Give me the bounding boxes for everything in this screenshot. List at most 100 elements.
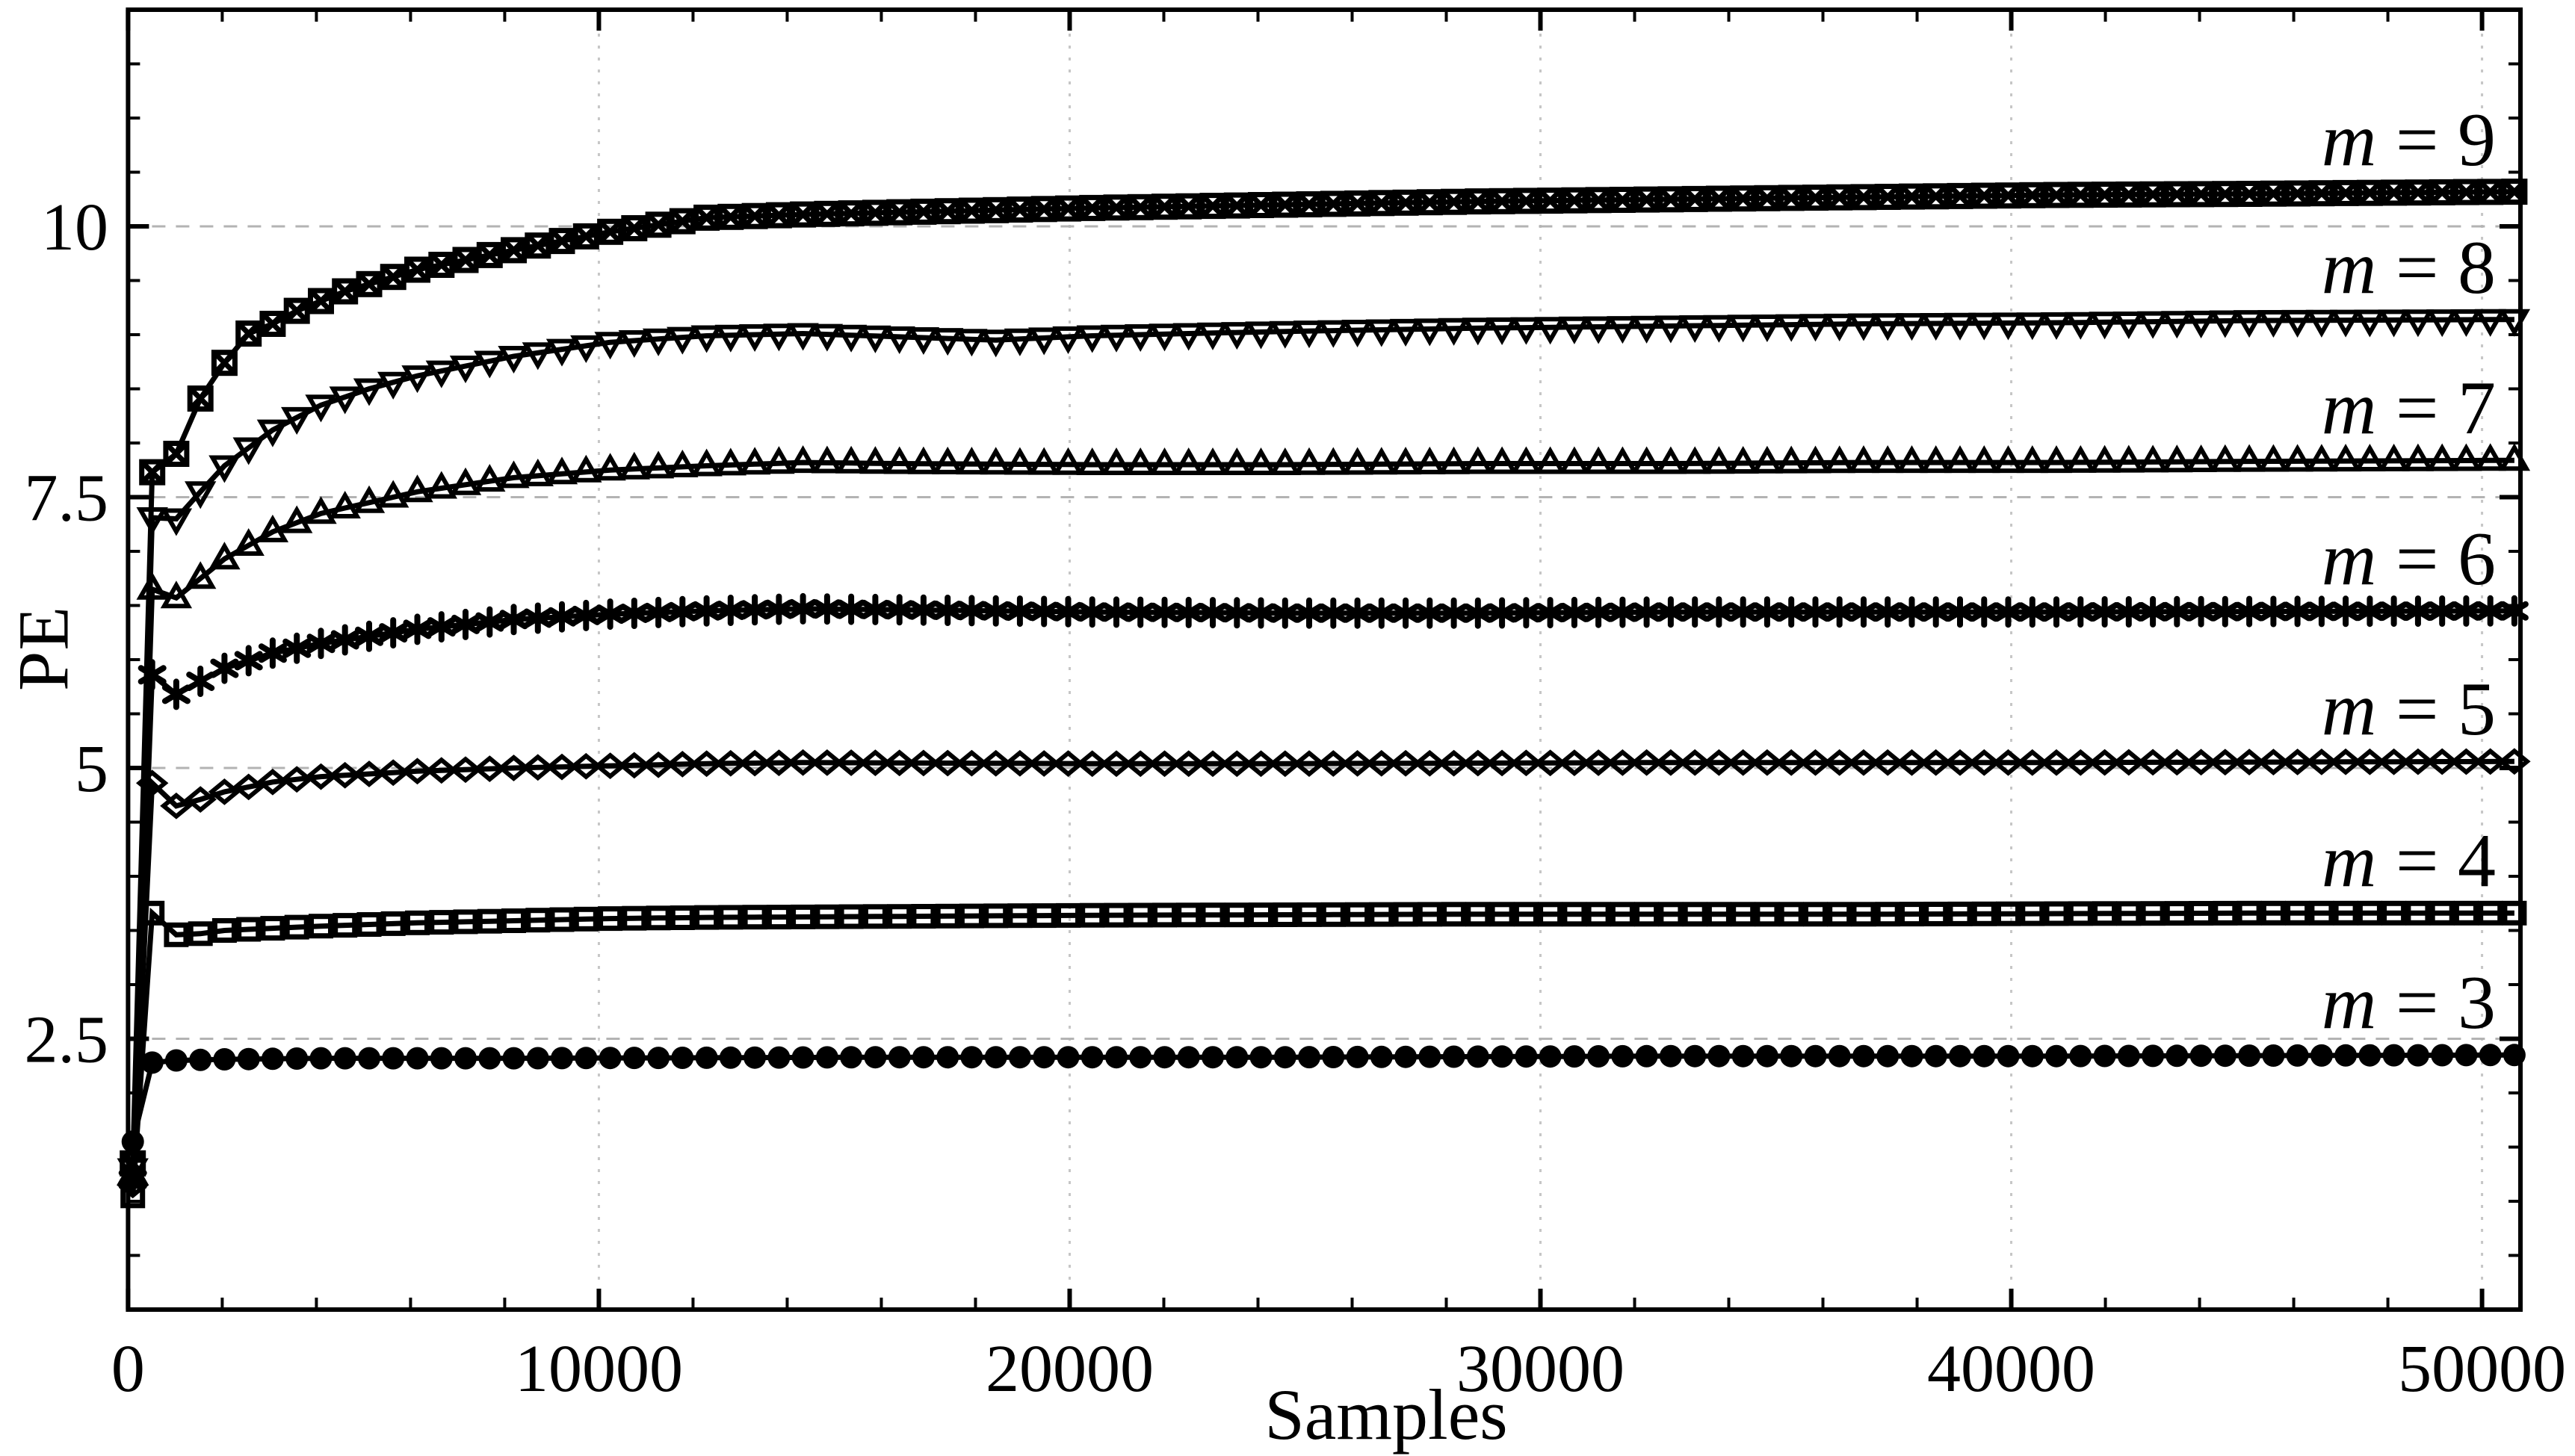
triangle-up-open-marker-icon [1293, 447, 1326, 475]
diamond-open-marker-icon [522, 754, 554, 781]
boxtimes-marker-icon [1465, 188, 1491, 215]
circle-filled-marker-icon [1346, 1045, 1369, 1068]
triangle-down-open-marker-icon [498, 346, 530, 374]
boxtimes-marker-icon [1392, 189, 1419, 216]
triangle-up-open-marker-icon [1872, 445, 1904, 474]
circle-filled-marker-icon [1394, 1045, 1418, 1068]
triangle-down-open-marker-icon [811, 323, 844, 352]
asterisk-marker-icon [2283, 595, 2312, 628]
square-open-marker-icon [1176, 902, 1202, 928]
square-open-marker-icon [1224, 902, 1249, 928]
diamond-open-marker-icon [1799, 749, 1832, 776]
asterisk-marker-icon [1367, 597, 1396, 629]
triangle-up-open-marker-icon [714, 447, 746, 476]
series-m-8: m = 8 [117, 226, 2531, 1186]
triangle-up-open-marker-icon [1799, 445, 1831, 474]
circle-filled-marker-icon [121, 1130, 144, 1153]
square-open-marker-icon [1513, 902, 1539, 927]
triangle-down-open-marker-icon [1389, 318, 1422, 347]
circle-filled-marker-icon [2479, 1044, 2502, 1067]
series-m-5: m = 5 [116, 667, 2531, 1199]
triangle-down-open-marker-icon [1630, 315, 1663, 344]
triangle-up-open-marker-icon [2065, 444, 2097, 473]
circle-filled-marker-icon [888, 1046, 911, 1069]
square-open-marker-icon [670, 905, 695, 930]
triangle-down-open-marker-icon [232, 437, 265, 465]
circle-filled-marker-icon [1322, 1046, 1345, 1068]
diamond-open-marker-icon [1582, 749, 1615, 776]
square-open-marker-icon [2164, 901, 2189, 926]
asterisk-marker-icon [403, 613, 432, 645]
triangle-down-open-marker-icon [2257, 310, 2290, 338]
diamond-open-marker-icon [1654, 749, 1687, 776]
asterisk-marker-icon [1030, 595, 1059, 628]
asterisk-marker-icon [2307, 595, 2336, 628]
square-open-marker-icon [477, 908, 502, 934]
triangle-up-open-marker-icon [1823, 445, 1855, 474]
triangle-up-open-marker-icon [2040, 445, 2073, 474]
diamond-open-marker-icon [1437, 749, 1471, 777]
circle-filled-marker-icon [1852, 1044, 1875, 1068]
square-open-marker-icon [1778, 902, 1804, 927]
diamond-open-marker-icon [1220, 750, 1254, 778]
boxtimes-marker-icon [1055, 195, 1081, 222]
asterisk-marker-icon [2186, 595, 2216, 628]
series-m-4: m = 4 [120, 819, 2527, 1209]
triangle-down-open-marker-icon [1462, 317, 1494, 346]
asterisk-marker-icon [1849, 596, 1878, 628]
diamond-open-marker-icon [1389, 749, 1422, 777]
triangle-down-open-marker-icon [449, 356, 482, 384]
series-m-3-markers [121, 1044, 2526, 1153]
asterisk-marker-icon [619, 598, 649, 629]
circle-filled-marker-icon [2069, 1044, 2092, 1068]
triangle-up-open-marker-icon [2185, 444, 2217, 472]
diamond-open-marker-icon [184, 786, 217, 813]
boxtimes-marker-icon [404, 256, 430, 283]
triangle-down-open-marker-icon [956, 329, 988, 357]
circle-filled-marker-icon [1249, 1046, 1273, 1069]
triangle-down-open-marker-icon [2426, 309, 2458, 338]
diamond-open-marker-icon [2377, 748, 2411, 775]
asterisk-marker-icon [330, 624, 359, 656]
triangle-up-open-marker-icon [1896, 445, 1928, 474]
diamond-open-marker-icon [473, 755, 507, 782]
asterisk-marker-icon [258, 637, 287, 669]
diamond-open-marker-icon [2257, 749, 2290, 775]
square-open-marker-icon [1273, 902, 1298, 927]
triangle-up-open-marker-icon [570, 454, 602, 483]
tick-labels: 0 10000 20000 30000 40000 50000 2.5 5 7.5 10 [25, 190, 2567, 1406]
square-open-marker-icon [838, 904, 864, 929]
triangle-up-open-marker-icon [1052, 447, 1084, 475]
triangle-down-open-marker-icon [2450, 309, 2482, 338]
circle-filled-marker-icon [261, 1047, 284, 1071]
triangle-down-open-marker-icon [1799, 314, 1831, 342]
circle-filled-marker-icon [2045, 1044, 2068, 1068]
triangle-down-open-marker-icon [594, 332, 626, 360]
square-open-marker-icon [236, 917, 262, 942]
boxtimes-marker-icon [1248, 192, 1274, 218]
asterisk-marker-icon [2163, 595, 2192, 628]
triangle-up-open-marker-icon [498, 460, 530, 489]
square-open-marker-icon [2381, 900, 2407, 926]
triangle-down-open-marker-icon [2281, 309, 2313, 338]
series-m-6-markers [118, 592, 2529, 1195]
square-open-marker-icon [1345, 902, 1370, 927]
triangle-down-open-marker-icon [1823, 313, 1855, 341]
square-open-marker-icon [405, 910, 430, 935]
square-open-marker-icon [1851, 902, 1876, 927]
series-m-3-label: m = 3 [2322, 961, 2496, 1045]
square-open-marker-icon [1200, 902, 1225, 928]
square-open-marker-icon [1441, 902, 1467, 927]
square-open-marker-icon [1104, 902, 1129, 928]
asterisk-marker-icon [234, 645, 263, 677]
asterisk-marker-icon [2331, 595, 2361, 628]
circle-filled-marker-icon [2406, 1044, 2429, 1067]
asterisk-marker-icon [716, 595, 745, 626]
diamond-open-marker-icon [256, 768, 289, 796]
triangle-up-open-marker-icon [1534, 446, 1566, 474]
triangle-down-open-marker-icon [208, 455, 241, 483]
triangle-up-open-marker-icon [2305, 444, 2338, 472]
triangle-down-open-marker-icon [2378, 309, 2410, 338]
boxtimes-marker-icon [235, 320, 262, 347]
